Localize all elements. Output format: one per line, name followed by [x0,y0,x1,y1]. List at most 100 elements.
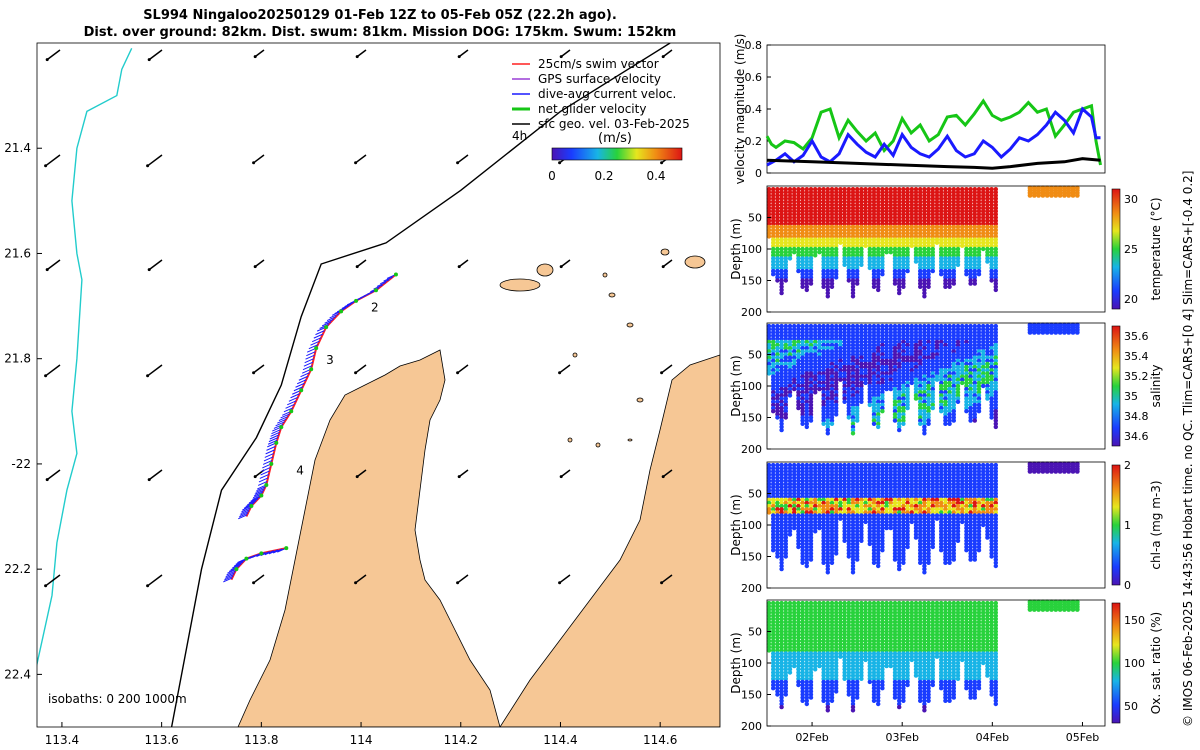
section-dot [880,193,885,198]
section-dot [775,262,780,267]
section-dot [922,431,927,436]
section-dot [834,246,839,252]
section-dot [901,218,906,223]
current-vector [268,549,279,555]
geostrophic-arrowhead [253,265,257,269]
net-velocity-mark [309,367,314,372]
section-dot [863,243,868,248]
section-dot [842,234,847,239]
section-dot [926,218,931,223]
section-dot [901,221,906,226]
section-dot [829,209,835,214]
section-dot [829,199,835,204]
section-dot [960,380,965,386]
section-dot [775,272,780,277]
section-dot [800,284,805,289]
section-dot [838,187,843,192]
section-dot [771,231,776,236]
section-dot [913,199,919,204]
section-dot [787,199,793,204]
section-dot [926,268,931,274]
section-dot [775,218,780,223]
section-dot [821,202,826,208]
section-dot [771,272,776,277]
section-dot [775,237,780,242]
island [536,263,554,277]
section-dot [888,205,893,211]
section-dot [846,199,851,204]
section-dot [918,250,923,255]
section-dot [951,221,956,226]
section-dot [817,209,822,214]
section-dot [922,272,927,277]
section-dot [808,272,814,277]
section-dot [922,237,927,242]
section-dot [846,272,851,277]
section-dot [892,212,898,217]
section-dot [825,272,830,277]
section-dot [943,187,948,192]
geostrophic-arrow [253,574,265,584]
section-dot [850,246,856,252]
section-dot [855,275,860,280]
section-dot [792,187,797,192]
section-dot [926,190,931,195]
section-dot [892,246,898,252]
section-dot [905,265,910,271]
section-dot [804,272,809,277]
section-dot [821,221,826,226]
section-dot [867,209,872,214]
section-dot [897,221,902,226]
current-vector [223,575,234,581]
section-dot [918,221,923,226]
section-dot [834,256,839,261]
section-dot [842,256,847,261]
section-dot [825,227,830,233]
section-dot [796,193,801,198]
geostrophic-arrowhead [45,58,49,62]
current-vector [263,456,274,462]
section-ytick-label: 100 [741,243,762,256]
section-dot [926,250,931,255]
section-dot [951,259,956,264]
section-dot [1074,193,1080,198]
section-dot [838,212,843,217]
island [602,272,608,278]
section-dot [813,529,818,534]
section-dot [800,256,805,261]
section-dot [972,281,977,286]
section-dot [850,240,856,245]
section-dot [783,250,788,255]
section-dot [787,246,793,252]
section-dot [808,231,814,236]
section-dot [779,205,784,211]
section-dot [951,253,956,258]
section-dot [901,190,906,195]
section-dot [918,243,923,248]
current-vector [261,466,271,472]
section-dot [943,246,948,252]
section-dot [943,209,948,214]
section-dot [909,243,914,248]
section-dot [813,196,818,201]
section-dot [943,234,948,239]
section-dot [846,234,851,239]
section-ytick-label: 200 [741,443,762,456]
section-dot [918,256,923,261]
section-dot [846,193,851,198]
section-dot [846,268,851,274]
section-dot [947,240,952,245]
section-dot [792,209,797,214]
section-dot [922,262,927,267]
section-dot [846,278,851,283]
section-dot [821,196,826,201]
section-dot [947,215,952,220]
section-dot [888,215,893,220]
section-dot [930,262,935,267]
section-dot [813,187,818,192]
section-dot [892,268,898,274]
current-vector [304,358,314,364]
current-vector [313,333,324,339]
section-dot [901,259,906,264]
map-xtick-label: 114 [350,733,373,747]
